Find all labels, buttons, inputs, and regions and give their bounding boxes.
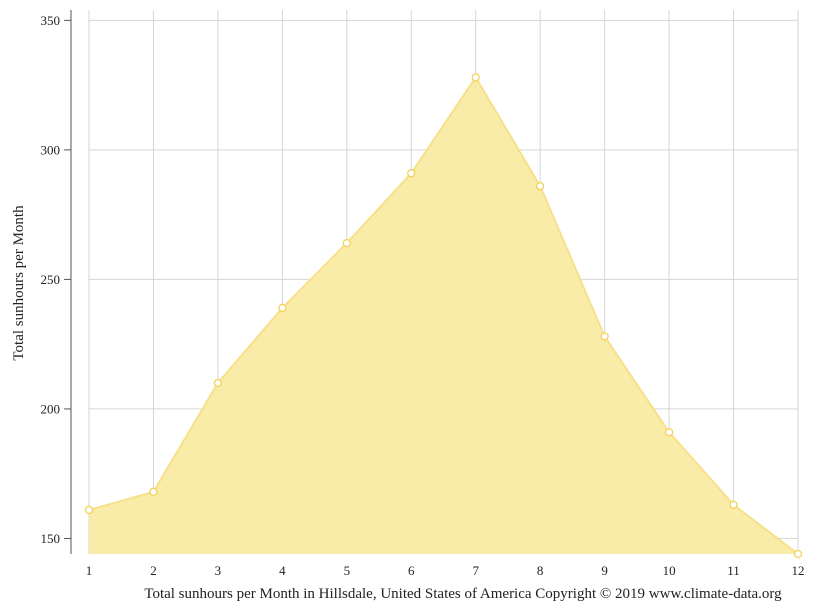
x-tick-label-8: 8 — [537, 563, 544, 578]
y-tick-label-250: 250 — [41, 272, 61, 287]
x-tick-label-11: 11 — [727, 563, 740, 578]
data-point-month-10 — [664, 428, 674, 437]
x-tick-label-9: 9 — [601, 563, 608, 578]
data-points — [84, 73, 803, 559]
y-tick-label-350: 350 — [41, 13, 61, 28]
y-tick-label-200: 200 — [41, 401, 61, 416]
data-point-month-5 — [342, 238, 351, 248]
x-tick-labels: 1 2 3 4 5 6 7 8 9 10 11 12 — [86, 563, 805, 578]
data-point-month-6 — [407, 169, 416, 178]
data-point-month-2 — [149, 487, 158, 496]
y-tick-label-300: 300 — [41, 142, 61, 157]
x-tick-label-10: 10 — [663, 563, 676, 578]
data-point-month-9 — [600, 332, 609, 341]
y-axis-label: Total sunhours per Month — [11, 205, 27, 361]
data-point-month-7 — [471, 73, 480, 82]
data-point-month-12 — [793, 549, 803, 559]
x-tick-label-1: 1 — [86, 563, 93, 578]
sunhours-line — [88, 75, 799, 555]
x-axis-label: Total sunhours per Month in Hillsdale, U… — [144, 586, 782, 602]
data-point-month-11 — [729, 500, 738, 509]
y-tick-label-150: 150 — [41, 531, 61, 546]
data-point-month-4 — [278, 303, 287, 313]
x-tick-label-12: 12 — [792, 563, 805, 578]
data-point-month-1 — [84, 505, 94, 515]
x-tick-label-4: 4 — [279, 563, 286, 578]
x-tick-label-3: 3 — [215, 563, 222, 578]
data-point-month-3 — [213, 378, 223, 388]
x-tick-label-5: 5 — [344, 563, 351, 578]
sunhours-area — [89, 77, 798, 555]
x-tick-label-7: 7 — [472, 563, 479, 578]
x-tick-label-2: 2 — [150, 563, 157, 578]
data-point-month-8 — [536, 182, 545, 191]
y-tick-labels: 150 200 250 300 350 — [41, 13, 71, 546]
x-tick-label-6: 6 — [408, 563, 415, 578]
